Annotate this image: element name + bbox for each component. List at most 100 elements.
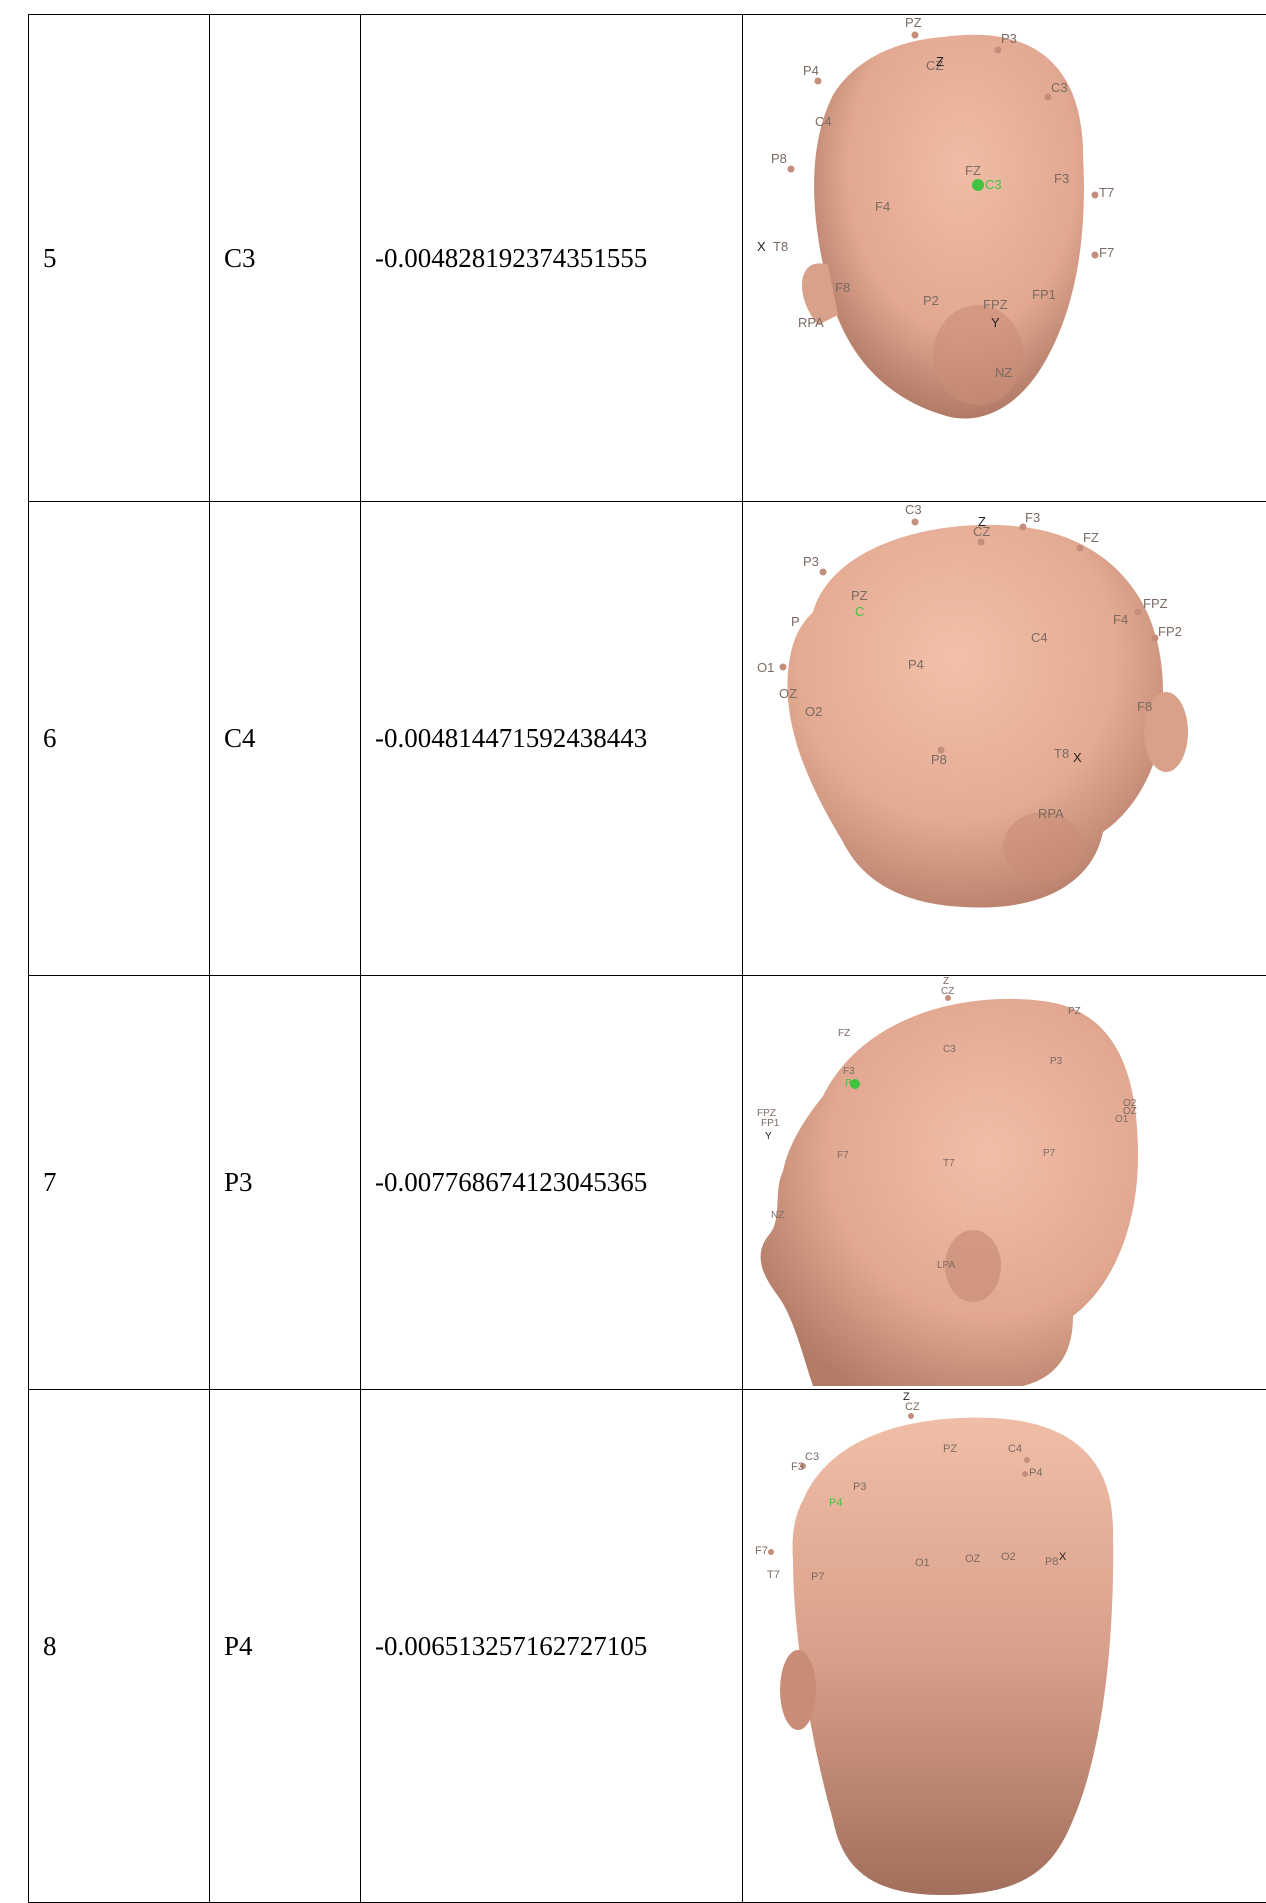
- svg-text:T7: T7: [1099, 185, 1114, 200]
- head-shape: [761, 999, 1138, 1386]
- svg-text:LPA: LPA: [937, 1260, 955, 1271]
- svg-text:F3: F3: [1054, 171, 1069, 186]
- svg-text:C4: C4: [1031, 630, 1048, 645]
- svg-text:PZ: PZ: [943, 1443, 957, 1455]
- svg-text:T8: T8: [773, 239, 788, 254]
- svg-text:FZ: FZ: [1083, 530, 1099, 545]
- svg-text:X: X: [1059, 1551, 1067, 1563]
- svg-text:FP1: FP1: [1032, 287, 1056, 302]
- head-shape: [792, 1418, 1113, 1895]
- svg-text:T8: T8: [1054, 746, 1069, 761]
- channel-value: -0.004828192374351555: [361, 15, 743, 502]
- svg-text:P3: P3: [853, 1481, 866, 1493]
- svg-text:PZ: PZ: [1068, 1006, 1081, 1017]
- head-render-back: Z CZ PZ C4 C3 F3 P4 P3 P4 F7 O1 OZ O2 P8…: [743, 1390, 1266, 1902]
- svg-text:P8: P8: [1045, 1556, 1058, 1568]
- svg-text:NZ: NZ: [995, 365, 1012, 380]
- svg-text:P: P: [791, 614, 800, 629]
- head-shape: [787, 525, 1163, 908]
- head-render-rear-right: C3 ZCZ F3 FZ P3 PZ C P FPZ F4 FP2 C4 O1 …: [743, 502, 1266, 975]
- svg-text:P8: P8: [931, 752, 947, 767]
- svg-text:C3: C3: [943, 1044, 956, 1055]
- svg-text:C: C: [855, 604, 864, 619]
- svg-text:F3: F3: [791, 1461, 804, 1473]
- svg-text:PZ: PZ: [851, 588, 868, 603]
- svg-text:FZ: FZ: [838, 1028, 850, 1039]
- svg-text:CZ: CZ: [973, 524, 990, 539]
- svg-text:PZ: PZ: [905, 15, 922, 30]
- svg-text:F8: F8: [835, 280, 850, 295]
- channel-value: -0.006513257162727105: [361, 1390, 743, 1903]
- svg-text:C3: C3: [905, 502, 922, 517]
- svg-text:RPA: RPA: [1038, 806, 1064, 821]
- svg-text:P4: P4: [908, 657, 924, 672]
- svg-text:C3: C3: [805, 1451, 819, 1463]
- channel-name: P4: [210, 1390, 361, 1903]
- table-row: 8 P4 -0.006513257162727105 Z CZ P: [29, 1390, 1266, 1903]
- svg-text:F8: F8: [1137, 699, 1152, 714]
- svg-text:P3: P3: [845, 1078, 858, 1089]
- row-index: 8: [29, 1390, 210, 1903]
- row-index: 6: [29, 502, 210, 976]
- row-index: 5: [29, 15, 210, 502]
- svg-text:F7: F7: [755, 1545, 768, 1557]
- channel-name: C4: [210, 502, 361, 976]
- svg-text:X: X: [1073, 750, 1082, 765]
- svg-text:X: X: [757, 239, 766, 254]
- svg-text:F7: F7: [1099, 245, 1114, 260]
- svg-text:T7: T7: [943, 1158, 955, 1169]
- head-model-image: Z CZ PZ C4 C3 F3 P4 P3 P4 F7 O1 OZ O2 P8…: [743, 1390, 1266, 1903]
- svg-text:FZ: FZ: [965, 163, 981, 178]
- svg-text:O2: O2: [1001, 1551, 1016, 1563]
- svg-text:F4: F4: [1113, 612, 1128, 627]
- table-row: 5 C3 -0.004828192374351555 PZ P3 P4: [29, 15, 1266, 502]
- svg-text:C4: C4: [815, 114, 832, 129]
- channel-value: -0.004814471592438443: [361, 502, 743, 976]
- svg-text:FPZ: FPZ: [983, 297, 1008, 312]
- svg-text:FPZ: FPZ: [1143, 596, 1168, 611]
- svg-text:P3: P3: [1001, 31, 1017, 46]
- svg-text:CZ: CZ: [905, 1401, 920, 1413]
- head-render-left: ZCZ PZ FZ C3 P3 F3 P3 FPZ FP1 Y O2 OZ O1…: [743, 976, 1266, 1389]
- svg-text:C4: C4: [1008, 1443, 1022, 1455]
- svg-text:FP2: FP2: [1158, 624, 1182, 639]
- svg-text:T7: T7: [767, 1569, 780, 1581]
- svg-text:P4: P4: [829, 1497, 842, 1509]
- channel-value: -0.007768674123045365: [361, 976, 743, 1390]
- svg-text:P8: P8: [771, 151, 787, 166]
- svg-text:O1: O1: [915, 1557, 930, 1569]
- row-index: 7: [29, 976, 210, 1390]
- svg-text:P7: P7: [811, 1571, 824, 1583]
- svg-text:Y: Y: [991, 315, 1000, 330]
- svg-text:O1: O1: [1115, 1114, 1129, 1125]
- svg-text:Y: Y: [765, 1131, 772, 1142]
- svg-text:P4: P4: [803, 63, 819, 78]
- svg-text:F7: F7: [837, 1150, 849, 1161]
- svg-text:F3: F3: [843, 1066, 855, 1077]
- svg-text:F4: F4: [875, 199, 890, 214]
- channel-name: P3: [210, 976, 361, 1390]
- svg-text:P4: P4: [1029, 1467, 1042, 1479]
- svg-text:O1: O1: [757, 660, 774, 675]
- svg-text:C3: C3: [1051, 80, 1068, 95]
- svg-text:P3: P3: [803, 554, 819, 569]
- svg-text:P3: P3: [1050, 1056, 1063, 1067]
- svg-text:C3: C3: [985, 177, 1002, 192]
- svg-text:Z: Z: [936, 54, 944, 69]
- results-table: 5 C3 -0.004828192374351555 PZ P3 P4: [28, 14, 1266, 1903]
- svg-text:FP1: FP1: [761, 1118, 780, 1129]
- svg-text:NZ: NZ: [771, 1210, 784, 1221]
- channel-name: C3: [210, 15, 361, 502]
- svg-text:OZ: OZ: [779, 686, 797, 701]
- svg-text:OZ: OZ: [965, 1553, 981, 1565]
- svg-text:P2: P2: [923, 293, 939, 308]
- svg-text:O2: O2: [805, 704, 822, 719]
- svg-text:F3: F3: [1025, 510, 1040, 525]
- svg-text:P7: P7: [1043, 1148, 1056, 1159]
